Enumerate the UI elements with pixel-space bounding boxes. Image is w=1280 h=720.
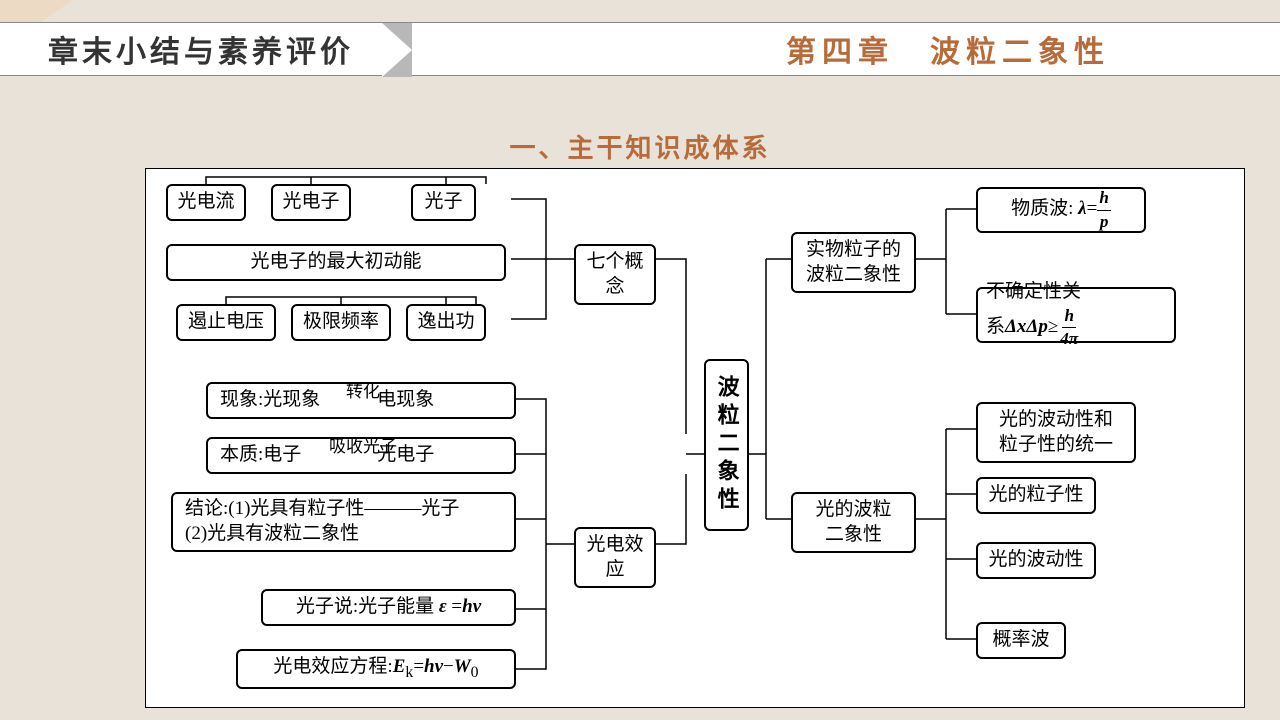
pe-equation-text: 光电效应方程:Ek=hν−W0 [273,655,478,683]
concept-map: 光电流 光电子 光子 光电子的最大初动能 遏止电压 极限频率 逸出功 七个概念 … [145,168,1245,708]
node-max-kinetic: 光电子的最大初动能 [166,244,506,281]
node-photon: 光子 [411,184,476,221]
title-bar: 章末小结与素养评价 第四章 波粒二象性 [0,22,1280,76]
node-light-particle: 光的粒子性 [976,477,1096,514]
node-probability-wave: 概率波 [976,622,1066,659]
photon-theory-text: 光子说:光子能量 ε =hν [296,595,481,620]
label-absorb: 吸收光子 [329,432,397,457]
node-photoelectron: 光电子 [271,184,351,221]
node-light-wave: 光的波动性 [976,542,1096,579]
node-center-duality: 波粒二象性 [704,359,749,531]
node-threshold-freq: 极限频率 [291,304,391,341]
uncertainty-text: 不确定性关系ΔxΔp≥h4π [986,280,1081,350]
node-photoelectric-effect: 光电效应 [574,527,656,588]
node-light-duality: 光的波粒 二象性 [791,492,916,553]
node-matter-wave: 物质波: λ=hp [976,187,1146,233]
chapter-title: 第四章 波粒二象性 [786,27,1110,71]
matter-wave-text: 物质波: λ=hp [1011,187,1111,232]
section-heading: 一、主干知识成体系 [509,128,770,165]
node-stopping-voltage: 遏止电压 [176,304,276,341]
node-matter-particle: 实物粒子的 波粒二象性 [791,232,916,293]
node-pe-equation: 光电效应方程:Ek=hν−W0 [236,649,516,689]
node-light-unity: 光的波动性和 粒子性的统一 [976,402,1136,463]
node-photocurrent: 光电流 [166,184,246,221]
page-title: 章末小结与素养评价 [48,27,354,71]
node-conclusion: 结论:(1)光具有粒子性———光子 (2)光具有波粒二象性 [171,492,516,552]
node-photon-theory: 光子说:光子能量 ε =hν [261,589,516,626]
label-transform: 转化 [346,377,380,402]
node-seven-concepts: 七个概念 [574,244,656,305]
node-work-function: 逸出功 [406,304,486,341]
node-uncertainty: 不确定性关系ΔxΔp≥h4π [976,287,1176,343]
title-tab: 章末小结与素养评价 [0,23,382,75]
